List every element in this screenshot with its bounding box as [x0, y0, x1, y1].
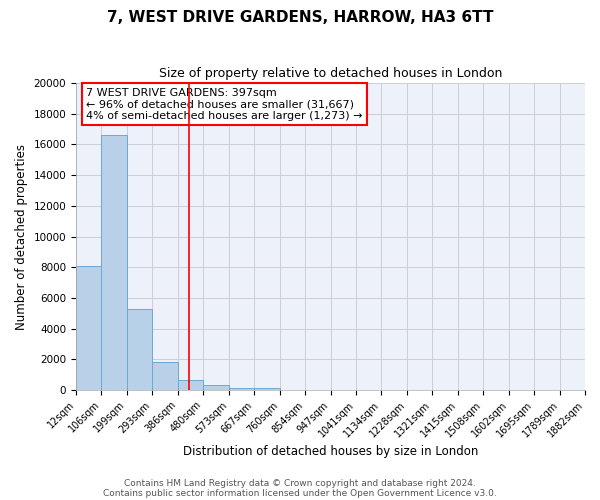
Bar	[254, 388, 280, 390]
Bar	[101, 135, 127, 390]
X-axis label: Distribution of detached houses by size in London: Distribution of detached houses by size …	[183, 444, 478, 458]
Bar	[127, 308, 152, 390]
Bar	[203, 386, 229, 390]
Y-axis label: Number of detached properties: Number of detached properties	[15, 144, 28, 330]
Bar	[76, 266, 101, 390]
Bar	[178, 380, 203, 390]
Bar	[152, 362, 178, 390]
Text: 7 WEST DRIVE GARDENS: 397sqm
← 96% of detached houses are smaller (31,667)
4% of: 7 WEST DRIVE GARDENS: 397sqm ← 96% of de…	[86, 88, 363, 121]
Title: Size of property relative to detached houses in London: Size of property relative to detached ho…	[159, 68, 502, 80]
Text: Contains HM Land Registry data © Crown copyright and database right 2024.: Contains HM Land Registry data © Crown c…	[124, 478, 476, 488]
Text: Contains public sector information licensed under the Open Government Licence v3: Contains public sector information licen…	[103, 488, 497, 498]
Text: 7, WEST DRIVE GARDENS, HARROW, HA3 6TT: 7, WEST DRIVE GARDENS, HARROW, HA3 6TT	[107, 10, 493, 25]
Bar	[229, 388, 254, 390]
